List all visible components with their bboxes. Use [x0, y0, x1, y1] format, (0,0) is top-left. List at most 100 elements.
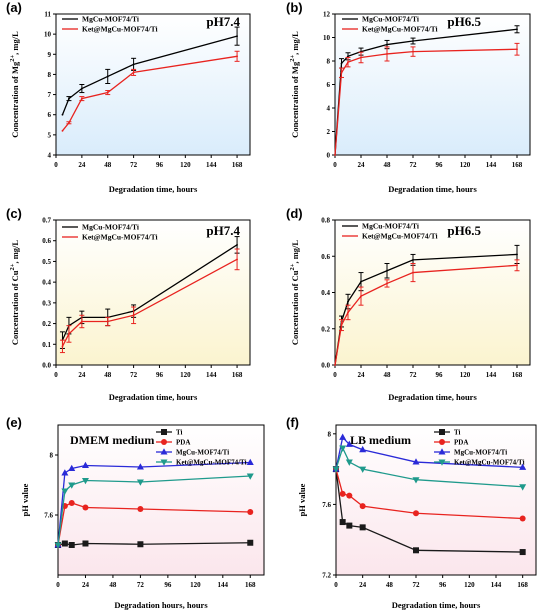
x-axis-title: Degradation hours, hours	[114, 600, 208, 610]
plot-background	[58, 425, 264, 575]
data-point	[359, 503, 366, 510]
y-axis-title-unit: , mg/L	[10, 240, 20, 264]
x-tick-label: 0	[56, 581, 60, 589]
series-1: Ket@MgCu-MOF74/Ti	[59, 233, 240, 354]
data-point	[68, 500, 75, 506]
plot-background	[335, 14, 530, 155]
data-point	[386, 43, 388, 46]
data-point	[236, 243, 238, 246]
plot-frame	[55, 219, 251, 366]
series-0: MgCu-MOF74/Ti	[61, 15, 240, 116]
data-point	[339, 490, 346, 497]
legend-marker	[161, 429, 167, 435]
chart-annotation: pH7.4	[206, 14, 240, 29]
x-tick-label: 24	[78, 371, 86, 379]
data-point	[332, 466, 340, 473]
legend-label: PDA	[176, 439, 190, 447]
data-point	[359, 524, 366, 531]
series-line	[57, 502, 251, 546]
x-tick-label: 120	[180, 161, 191, 169]
y-axis-title: Concentration of Cu2+, mg/L	[289, 240, 300, 346]
y-axis-title-main: Concentration of Cu	[10, 270, 20, 345]
y-tick-label: 7.6	[44, 512, 53, 520]
x-tick-label: 0	[54, 371, 58, 379]
series-line	[335, 469, 523, 553]
data-point	[61, 488, 69, 495]
legend-marker	[438, 448, 446, 455]
legend-label: MgCu-MOF74/Ti	[362, 222, 419, 231]
y-tick-label: 7	[48, 91, 52, 99]
y-tick-label: 0.6	[42, 237, 51, 245]
data-point	[137, 541, 144, 548]
data-point	[106, 320, 109, 323]
data-point	[136, 479, 144, 486]
data-point	[346, 522, 353, 529]
x-tick-label: 0	[334, 581, 338, 589]
data-point	[412, 258, 414, 261]
y-tick-label: 0.1	[42, 341, 51, 349]
y-axis-title-superscript: 2+	[289, 55, 296, 62]
data-point	[339, 445, 347, 452]
data-point	[68, 542, 75, 548]
panel-label: (b)	[286, 0, 303, 15]
legend-marker	[160, 448, 168, 455]
data-point	[359, 445, 367, 453]
data-point	[519, 463, 527, 470]
series-line	[335, 446, 523, 488]
series-line	[61, 258, 238, 347]
chart-panel-c: (c) 0 24 48 72 96 120 144 168 0.0 0.1 0.2 0.3 0.4 0.5 0…	[6, 206, 251, 402]
data-point	[236, 55, 238, 58]
panel-label: (a)	[6, 0, 22, 15]
data-point	[413, 547, 419, 554]
x-tick-label: 120	[460, 371, 471, 379]
y-tick-label: 0.2	[42, 320, 51, 328]
y-tick-label: 0.3	[42, 299, 51, 307]
chart-annotation: pH6.5	[447, 223, 481, 238]
y-tick-label: 8	[48, 71, 52, 79]
data-point	[106, 75, 109, 78]
series-line	[335, 468, 523, 520]
data-point	[80, 97, 83, 100]
y-tick-label: 7.2	[322, 572, 331, 580]
legend-marker	[161, 439, 167, 445]
y-tick-label: 0	[327, 152, 331, 160]
data-point	[61, 113, 64, 116]
series-line	[61, 244, 238, 341]
x-tick-label: 144	[486, 161, 497, 169]
data-point	[360, 280, 362, 283]
x-tick-label: 144	[486, 371, 497, 379]
data-point	[412, 271, 414, 274]
data-point	[412, 50, 414, 53]
x-tick-label: 168	[512, 161, 523, 169]
x-tick-label: 144	[206, 371, 217, 379]
y-tick-label: 0.2	[321, 325, 330, 333]
y-tick-label: 10	[44, 31, 52, 39]
x-tick-label: 48	[104, 371, 112, 379]
legend-label: Ti	[454, 429, 461, 437]
y-axis-title-main: pH value	[20, 483, 30, 516]
y-tick-label: 4	[327, 105, 331, 113]
y-tick-label: 8	[327, 58, 331, 66]
series-3: Ket@MgCu-MOF74/Ti	[54, 459, 254, 549]
y-tick-label: 0.7	[42, 217, 51, 225]
x-axis-title: Degradation time, hours	[388, 392, 477, 402]
legend-label: PDA	[454, 439, 468, 447]
data-point	[346, 492, 353, 499]
x-tick-label: 72	[130, 371, 138, 379]
plot-background	[335, 220, 530, 365]
data-point	[61, 469, 69, 476]
plot-frame	[57, 424, 265, 576]
data-point	[347, 61, 349, 64]
chart-panel-a: (a) 0 24 48 72 96 120 144 168 4 5 6 7 8 9 10 11 Degradati…	[6, 0, 251, 194]
series-1: PDA	[333, 439, 526, 522]
data-point	[132, 63, 135, 66]
data-point	[334, 154, 336, 156]
legend-marker	[438, 459, 446, 466]
data-point	[360, 295, 362, 298]
data-point	[516, 48, 518, 51]
y-tick-label: 0.0	[321, 362, 330, 370]
plot-background	[336, 425, 536, 575]
data-point	[246, 473, 254, 480]
y-axis-title: Concentration of Cu2+, mg/L	[9, 240, 20, 346]
data-point	[61, 540, 68, 547]
